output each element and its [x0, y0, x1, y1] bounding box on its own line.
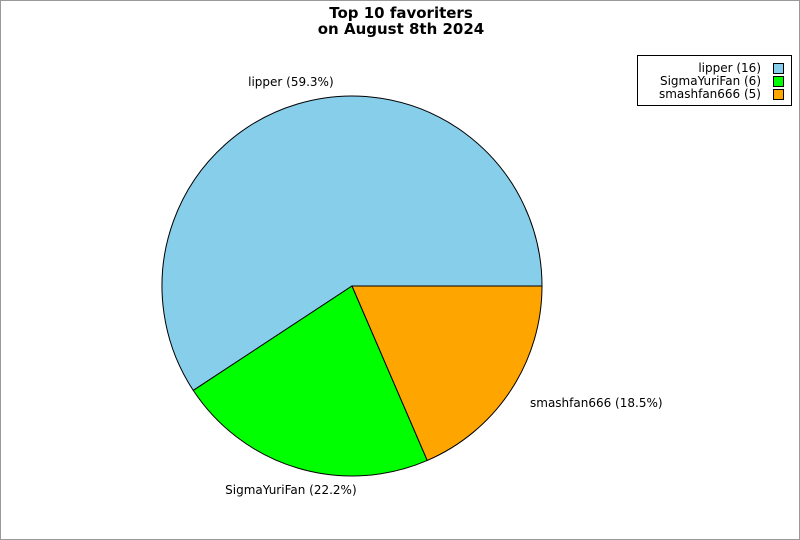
pie-slice-smashfan666 [351, 285, 543, 462]
chart-title-line-2: on August 8th 2024 [317, 20, 485, 38]
chart-title: Top 10 favoriters on August 8th 2024 [1, 4, 799, 38]
legend-swatch-sigmayurifan [773, 76, 784, 87]
legend-label-smashfan666: smashfan666 (5) [658, 87, 761, 101]
legend-item-lipper: lipper (16) [638, 61, 791, 75]
pie-slice-lipper [161, 95, 543, 392]
legend-swatch-lipper [773, 63, 784, 74]
legend-label-lipper: lipper (16) [698, 61, 761, 75]
legend-swatch-smashfan666 [773, 89, 784, 100]
pie-slice-sigmayurifan [192, 285, 428, 477]
slice-label-lipper: lipper (59.3%) [248, 75, 334, 89]
chart-title-line-1: Top 10 favoriters [329, 4, 473, 22]
legend: lipper (16) SigmaYuriFan (6) smashfan666… [637, 55, 792, 106]
slice-label-smashfan666: smashfan666 (18.5%) [530, 396, 663, 410]
slice-label-sigmayurifan: SigmaYuriFan (22.2%) [225, 483, 357, 497]
legend-item-sigmayurifan: SigmaYuriFan (6) [638, 74, 791, 88]
legend-item-smashfan666: smashfan666 (5) [638, 87, 791, 101]
legend-label-sigmayurifan: SigmaYuriFan (6) [659, 74, 761, 88]
